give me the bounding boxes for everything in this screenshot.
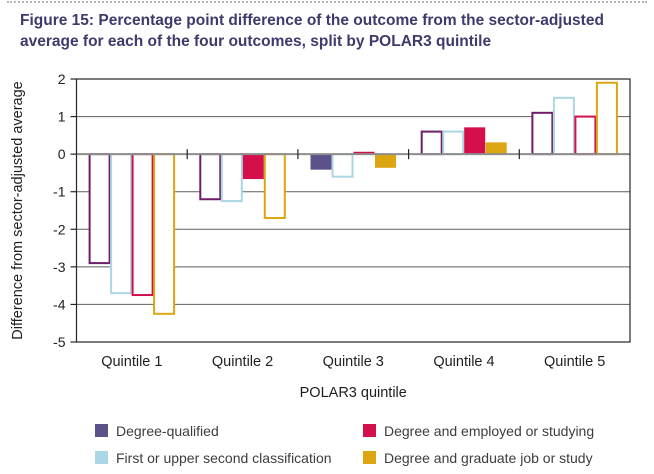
legend-item-degree-and-graduate-job: Degree and graduate job or study [363, 450, 654, 466]
x-axis-title: POLAR3 quintile [300, 385, 407, 401]
bar [552, 96, 575, 156]
legend-swatch-degree-qualified-icon [95, 424, 108, 437]
bar [242, 153, 264, 180]
bar [420, 130, 443, 156]
category-label: Quintile 4 [433, 354, 494, 370]
legend-label: Degree and graduate job or study [384, 449, 593, 466]
bar [331, 153, 354, 178]
bar [153, 153, 176, 315]
bar [220, 153, 243, 203]
bar [131, 153, 154, 297]
bar [442, 130, 465, 156]
bar [375, 153, 396, 168]
plot-frame [75, 78, 631, 343]
legend-item-first-or-upper-second: First or upper second classification [95, 450, 363, 466]
category-label: Quintile 3 [323, 354, 384, 370]
y-tick-label: 0 [58, 146, 66, 162]
legend-item-degree-and-employed: Degree and employed or studying [363, 423, 654, 439]
bar [485, 142, 507, 155]
y-tick-label: 2 [58, 71, 66, 87]
y-tick-label: -4 [53, 296, 66, 312]
legend-swatch-degree-and-graduate-job-icon [363, 451, 376, 464]
y-tick-label: -1 [53, 184, 66, 200]
bar [464, 127, 486, 155]
chart-area: 2 1 0 -1 -2 -3 -4 -5 Quintile 1 Quintile 2 Quintil… [0, 59, 654, 409]
legend-label: Degree and employed or studying [384, 422, 595, 439]
figure-title: Figure 15: Percentage point difference o… [20, 12, 604, 50]
y-tick-label: -3 [53, 259, 66, 275]
bar [263, 153, 286, 220]
category-label: Quintile 2 [212, 354, 273, 370]
bar-chart-svg: 2 1 0 -1 -2 -3 -4 -5 Quintile 1 Quintile 2 Quintil… [10, 71, 631, 401]
bar [595, 81, 618, 156]
category-label: Quintile 1 [101, 354, 162, 370]
y-tick-label: 1 [58, 109, 66, 125]
legend-swatch-first-or-upper-second-icon [95, 451, 108, 464]
bar [110, 153, 133, 295]
legend-swatch-degree-and-employed-icon [363, 424, 376, 437]
y-tick-label: -2 [53, 221, 66, 237]
cropped-text-artifact [6, 1, 648, 5]
legend-item-degree-qualified: Degree-qualified [95, 423, 363, 439]
legend-label: First or upper second classification [116, 449, 332, 466]
legend: Degree-qualified First or upper second c… [95, 417, 654, 471]
bar [531, 111, 554, 156]
legend-label: Degree-qualified [116, 422, 219, 439]
bar [88, 153, 111, 265]
y-tick-label: -5 [53, 334, 66, 350]
bar [574, 115, 597, 156]
bar [310, 153, 332, 170]
category-label: Quintile 5 [544, 354, 605, 370]
bar [199, 153, 222, 201]
y-axis-title: Difference from sector-adjusted average [10, 81, 26, 339]
